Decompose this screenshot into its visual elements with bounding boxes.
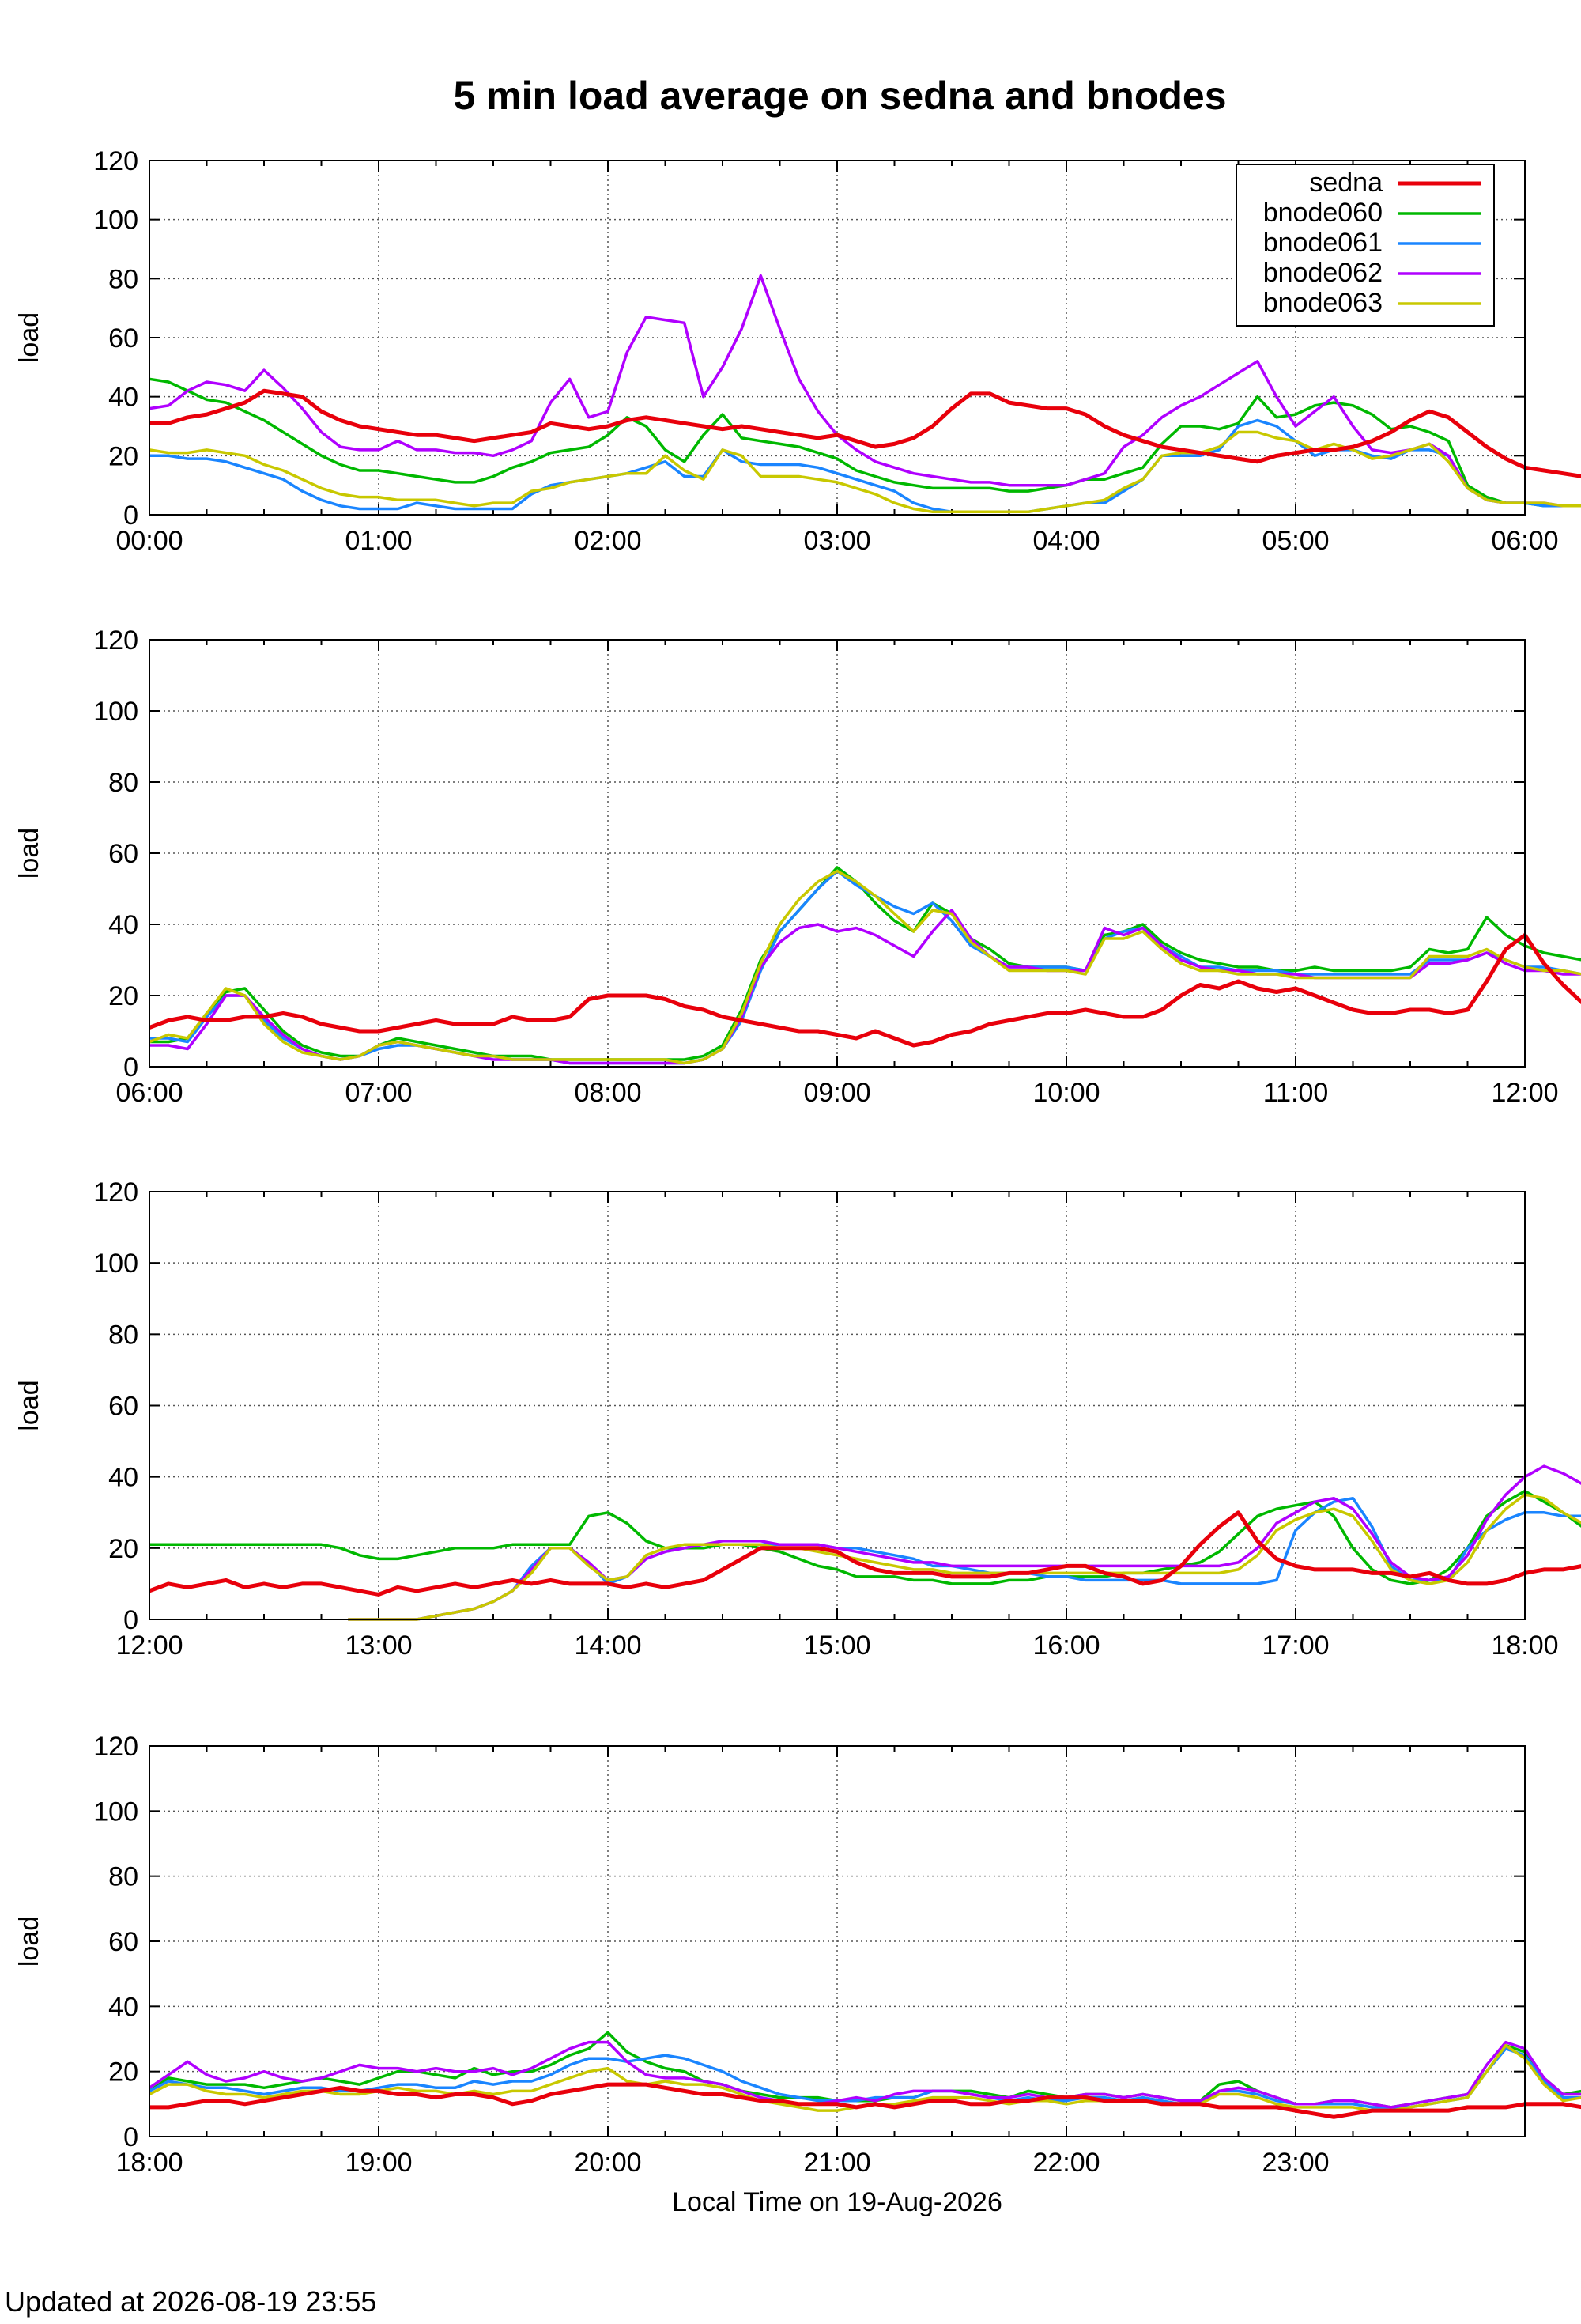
y-axis-label: load bbox=[14, 1380, 44, 1430]
y-axis-label: load bbox=[14, 312, 44, 363]
y-tick-label: 80 bbox=[108, 1862, 138, 1892]
y-tick-label: 20 bbox=[108, 2058, 138, 2088]
series-line-bnode063 bbox=[348, 1493, 1581, 1621]
y-tick-label: 0 bbox=[123, 2122, 138, 2152]
y-tick-label: 60 bbox=[108, 839, 138, 869]
y-tick-label: 60 bbox=[108, 323, 138, 353]
y-tick-label: 60 bbox=[108, 1392, 138, 1422]
x-tick-label: 08:00 bbox=[574, 1078, 641, 1108]
series-line-bnode062 bbox=[149, 2040, 1581, 2109]
x-tick-label: 03:00 bbox=[803, 526, 870, 556]
legend-label: bnode061 bbox=[1263, 228, 1383, 258]
y-tick-label: 120 bbox=[93, 1177, 138, 1207]
x-axis-label: Local Time on 19-Aug-2026 bbox=[672, 2187, 1002, 2217]
x-tick-label: 17:00 bbox=[1262, 1631, 1329, 1661]
y-tick-label: 120 bbox=[93, 1732, 138, 1762]
x-tick-label: 01:00 bbox=[345, 526, 412, 556]
x-tick-label: 06:00 bbox=[1491, 526, 1558, 556]
y-tick-label: 0 bbox=[123, 1052, 138, 1083]
x-tick-label: 18:00 bbox=[115, 2148, 183, 2178]
x-tick-label: 18:00 bbox=[1491, 1631, 1558, 1661]
y-tick-label: 20 bbox=[108, 441, 138, 471]
y-tick-label: 0 bbox=[123, 501, 138, 531]
x-tick-label: 13:00 bbox=[345, 1631, 412, 1661]
chart-title: 5 min load average on sedna and bnodes bbox=[453, 74, 1227, 118]
legend-label: bnode062 bbox=[1263, 258, 1383, 288]
y-tick-label: 20 bbox=[108, 981, 138, 1011]
y-tick-label: 120 bbox=[93, 625, 138, 656]
series-line-bnode060 bbox=[149, 1489, 1581, 1585]
x-tick-label: 00:00 bbox=[115, 526, 183, 556]
x-tick-label: 22:00 bbox=[1032, 2148, 1100, 2178]
x-tick-label: 10:00 bbox=[1032, 1078, 1100, 1108]
x-tick-label: 05:00 bbox=[1262, 526, 1329, 556]
legend-box bbox=[1236, 164, 1495, 327]
y-tick-label: 80 bbox=[108, 768, 138, 798]
series-line-sedna bbox=[149, 2082, 1581, 2119]
updated-timestamp: Updated at 2026-08-19 23:55 bbox=[5, 2285, 377, 2318]
x-tick-label: 23:00 bbox=[1262, 2148, 1329, 2178]
plot-frame bbox=[149, 1745, 1526, 2137]
x-tick-label: 19:00 bbox=[345, 2148, 412, 2178]
x-tick-label: 07:00 bbox=[345, 1078, 412, 1108]
plot-frame bbox=[149, 160, 1526, 516]
x-tick-label: 09:00 bbox=[803, 1078, 870, 1108]
series-line-sedna bbox=[149, 388, 1581, 478]
series-line-bnode062 bbox=[149, 909, 1581, 1065]
legend-label: bnode063 bbox=[1263, 288, 1383, 318]
legend-label: bnode060 bbox=[1263, 198, 1383, 228]
x-tick-label: 02:00 bbox=[574, 526, 641, 556]
series-line-bnode062 bbox=[348, 1464, 1581, 1621]
y-axis-label: load bbox=[14, 828, 44, 879]
y-tick-label: 120 bbox=[93, 146, 138, 176]
y-tick-label: 0 bbox=[123, 1605, 138, 1635]
y-axis-label: load bbox=[14, 1916, 44, 1967]
x-tick-label: 14:00 bbox=[574, 1631, 641, 1661]
x-tick-label: 04:00 bbox=[1032, 526, 1100, 556]
series-line-bnode061 bbox=[348, 1496, 1581, 1621]
x-tick-label: 12:00 bbox=[115, 1631, 183, 1661]
y-tick-label: 20 bbox=[108, 1534, 138, 1564]
plot-frame bbox=[149, 639, 1526, 1068]
x-tick-label: 21:00 bbox=[803, 2148, 870, 2178]
y-tick-label: 80 bbox=[108, 264, 138, 294]
y-tick-label: 100 bbox=[93, 697, 138, 727]
x-tick-label: 15:00 bbox=[803, 1631, 870, 1661]
x-tick-label: 16:00 bbox=[1032, 1631, 1100, 1661]
y-tick-label: 100 bbox=[93, 1797, 138, 1827]
series-line-bnode063 bbox=[149, 869, 1581, 1065]
x-tick-label: 06:00 bbox=[115, 1078, 183, 1108]
series-line-bnode063 bbox=[149, 2043, 1581, 2112]
y-tick-label: 80 bbox=[108, 1320, 138, 1350]
series-line-bnode060 bbox=[149, 2031, 1581, 2109]
series-line-bnode061 bbox=[149, 869, 1581, 1065]
series-line-bnode063 bbox=[149, 430, 1581, 514]
plot-frame bbox=[149, 1191, 1526, 1620]
x-tick-label: 11:00 bbox=[1263, 1078, 1329, 1108]
y-tick-label: 100 bbox=[93, 206, 138, 236]
x-tick-label: 12:00 bbox=[1491, 1078, 1558, 1108]
y-tick-label: 40 bbox=[108, 910, 138, 940]
legend-label: sedna bbox=[1309, 168, 1383, 198]
y-tick-label: 40 bbox=[108, 1992, 138, 2022]
series-line-sedna bbox=[149, 933, 1581, 1048]
x-tick-label: 20:00 bbox=[574, 2148, 641, 2178]
y-tick-label: 100 bbox=[93, 1249, 138, 1279]
y-tick-label: 40 bbox=[108, 1463, 138, 1493]
y-tick-label: 60 bbox=[108, 1927, 138, 1957]
y-tick-label: 40 bbox=[108, 383, 138, 413]
